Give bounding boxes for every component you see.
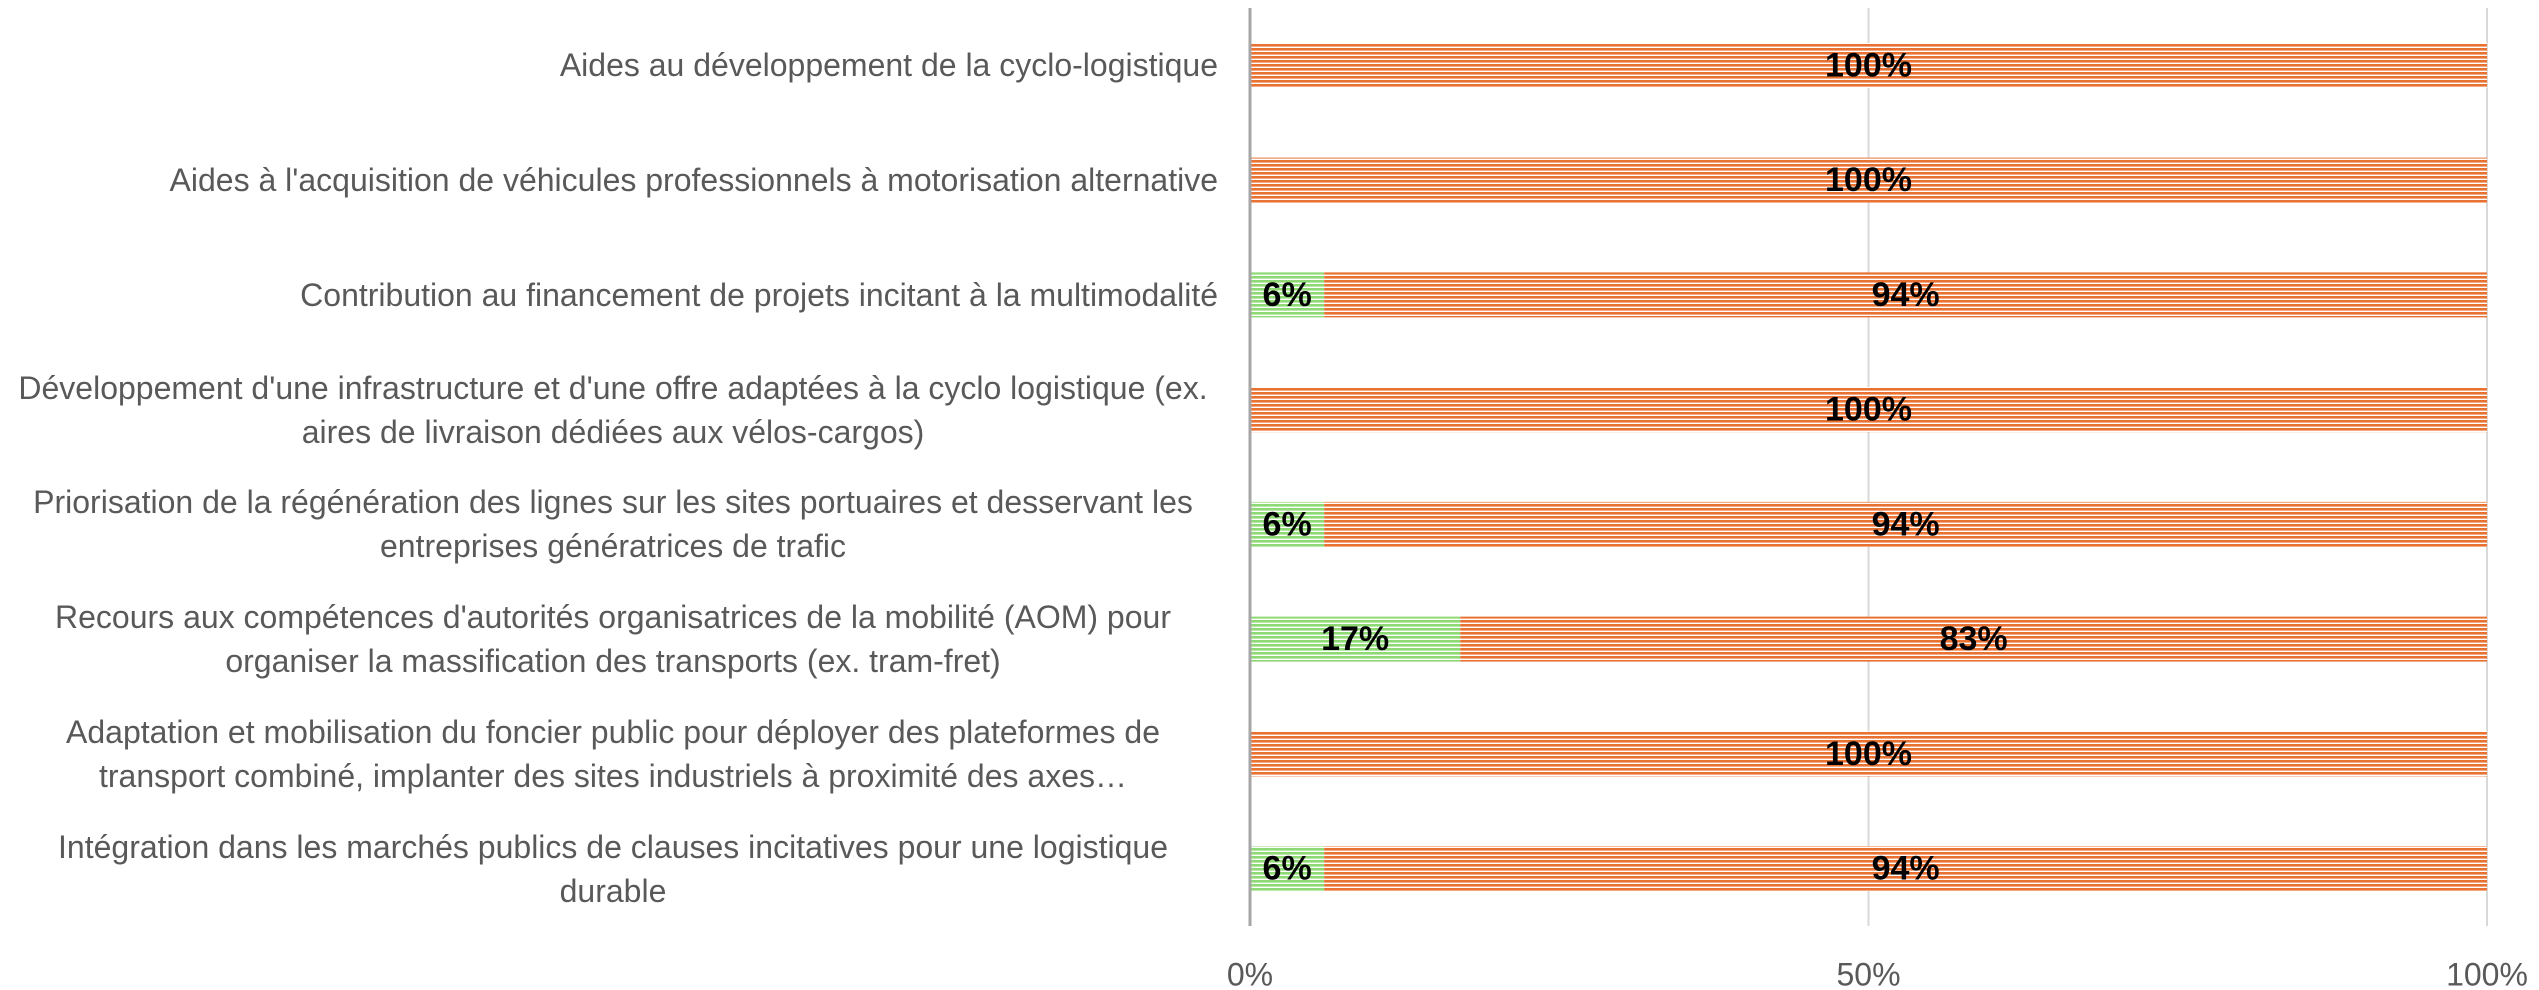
category-label-box: Recours aux compétences d'autorités orga… [8,582,1218,697]
bar-segment [1250,846,1325,892]
data-label: 100% [1825,391,1912,429]
category-label: Contribution au financement de projets i… [300,276,1218,313]
data-label: 6% [1263,850,1312,888]
bar-segment [1250,272,1325,318]
category-label-box: Aides à l'acquisition de véhicules profe… [8,123,1218,238]
bar-segment [1250,616,1461,662]
category-label: Aides à l'acquisition de véhicules profe… [169,162,1218,199]
data-label: 100% [1825,46,1912,84]
x-tick-label: 50% [1836,956,1900,990]
data-label: 94% [1872,505,1940,543]
category-label-box: Adaptation et mobilisation du foncier pu… [8,697,1218,812]
category-label-box: Contribution au financement de projets i… [8,238,1218,353]
bar-segment [1250,731,2487,777]
category-label: Priorisation de la régénération des lign… [33,484,1193,565]
category-label: Développement d'une infrastructure et d'… [18,369,1208,450]
category-label: Adaptation et mobilisation du foncier pu… [66,713,1160,794]
bar-segment [1460,616,2487,662]
bar-segment [1250,501,1325,547]
bar-segment [1324,846,2487,892]
data-label: 94% [1872,276,1940,314]
data-label: 6% [1263,276,1312,314]
category-label-box: Priorisation de la régénération des lign… [8,467,1218,582]
data-label: 83% [1940,620,2008,658]
category-label-box: Développement d'une infrastructure et d'… [8,352,1218,467]
bar-segment [1324,272,2487,318]
category-label-box: Aides au développement de la cyclo-logis… [8,8,1218,123]
data-label: 94% [1872,850,1940,888]
data-label: 17% [1321,620,1389,658]
data-label: 6% [1263,505,1312,543]
category-label: Aides au développement de la cyclo-logis… [559,47,1218,84]
data-label: 100% [1825,735,1912,773]
category-label: Intégration dans les marchés publics de … [58,828,1168,909]
data-label: 100% [1825,161,1912,199]
bar-segment [1250,42,2487,88]
bar-segment [1324,501,2487,547]
x-tick-label: 100% [2446,956,2528,990]
bar-segment [1250,387,2487,433]
category-label-box: Intégration dans les marchés publics de … [8,811,1218,926]
x-tick-label: 0% [1227,956,1273,990]
bar-segment [1250,157,2487,203]
category-label: Recours aux compétences d'autorités orga… [55,599,1171,680]
